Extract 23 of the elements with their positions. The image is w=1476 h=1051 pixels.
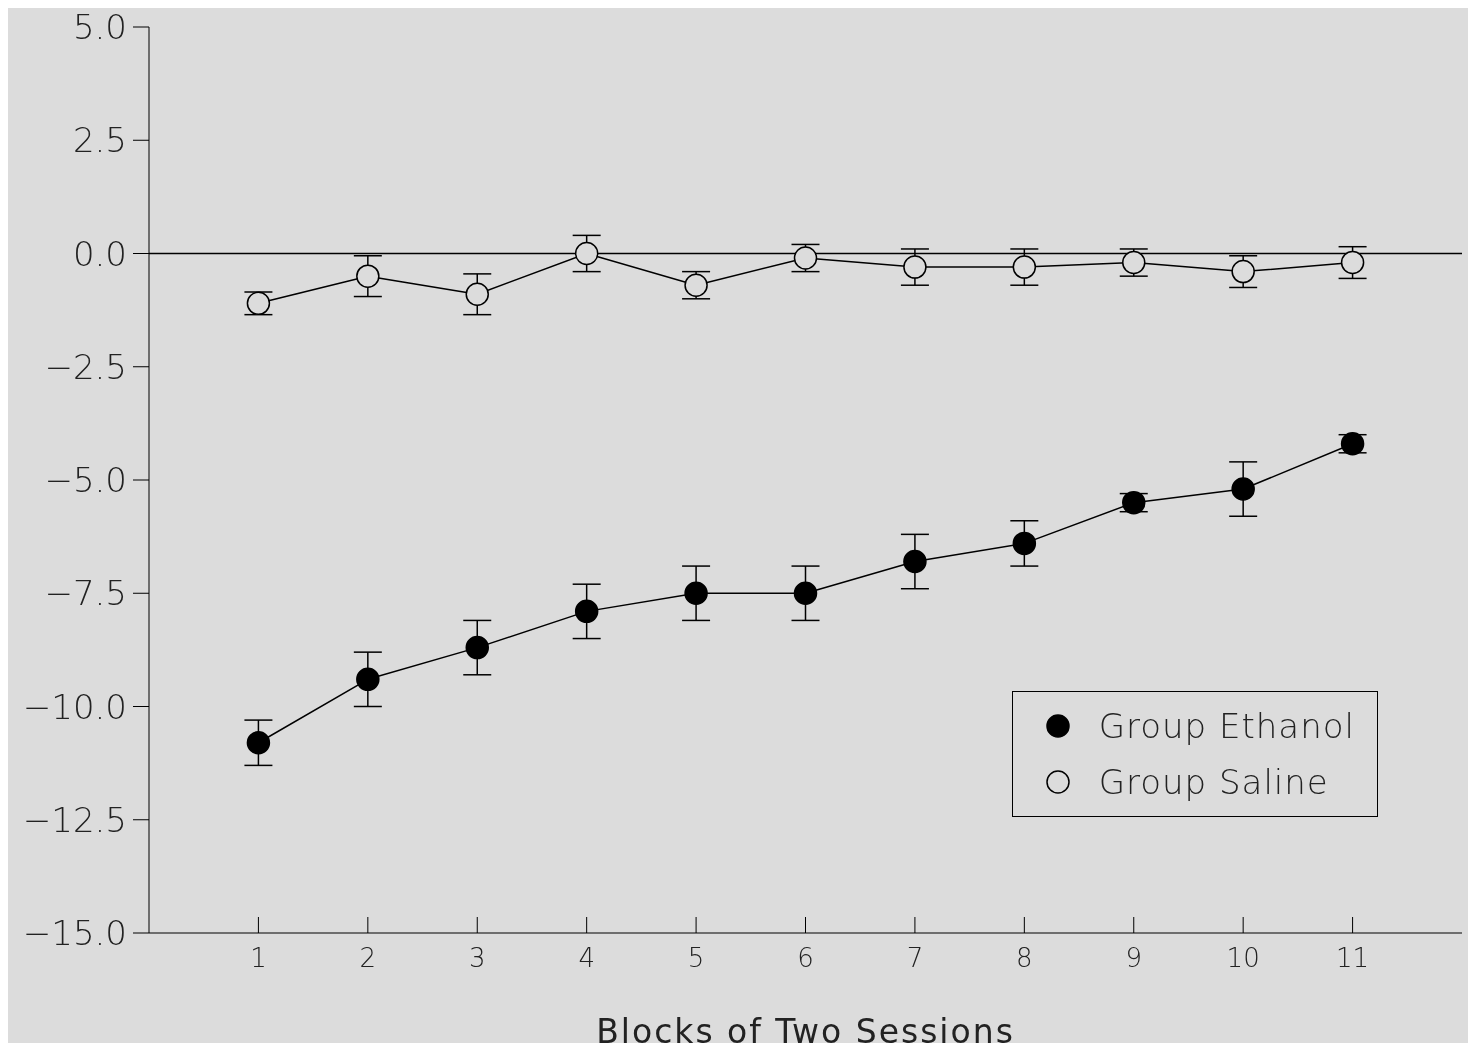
x-tick-label: 8	[1016, 943, 1033, 974]
x-tick-label: 5	[687, 943, 705, 974]
x-tick-label: 1	[250, 943, 267, 974]
x-axis-title: Blocks of Two Sessions	[596, 1012, 1015, 1051]
y-tick-label: −7.5	[44, 573, 127, 614]
legend-label: Group Ethanol	[1098, 706, 1355, 746]
x-tick-label: 9	[1125, 943, 1143, 974]
x-tick-label: 7	[906, 943, 924, 974]
y-tick-label: 2.5	[72, 120, 127, 161]
y-tick-label: 5.0	[72, 7, 127, 48]
y-tick-label: −15.0	[22, 913, 127, 954]
y-tick-label: −2.5	[44, 346, 127, 387]
x-tick-label: 3	[468, 943, 486, 974]
x-tick-label: 4	[578, 943, 595, 974]
y-tick-label: −10.0	[22, 686, 127, 727]
y-tick-label: 0.0	[72, 233, 127, 274]
x-tick-label: 10	[1226, 943, 1260, 974]
x-tick-label: 6	[797, 943, 814, 974]
legend-label: Group Saline	[1098, 762, 1329, 802]
x-tick-label: 11	[1336, 943, 1370, 974]
y-tick-label: −12.5	[22, 799, 127, 840]
x-tick-label: 2	[359, 943, 377, 974]
y-tick-label: −5.0	[44, 460, 127, 501]
